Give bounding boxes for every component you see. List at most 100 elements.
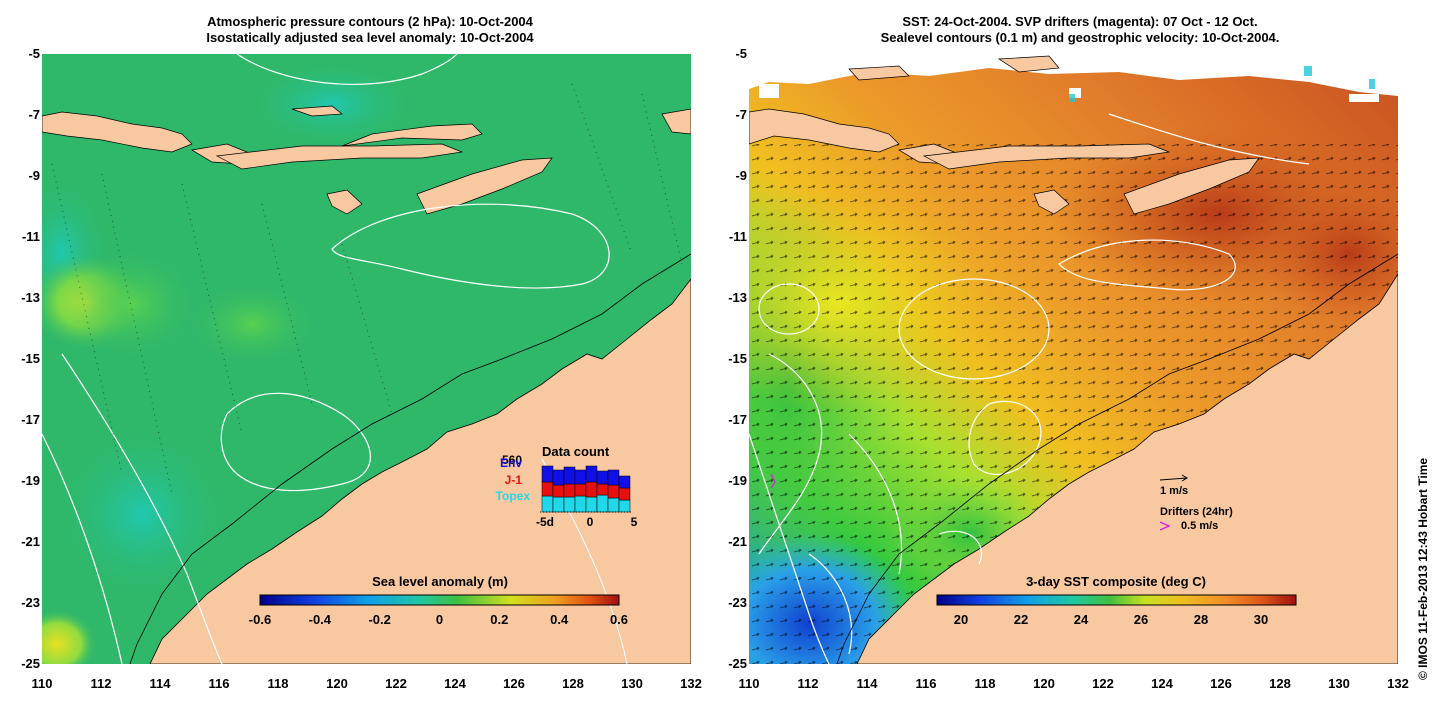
right-panel-title: SST: 24-Oct-2004. SVP drifters (magenta)… xyxy=(810,14,1350,46)
velocity-scale-label: 1 m/s xyxy=(1160,485,1188,497)
y-tick-label: -11 xyxy=(21,229,40,244)
histogram-bar xyxy=(541,481,554,497)
sea-level-anomaly-map[interactable]: Data count 560 Env J-1 Topex -5d 0 5 Sea… xyxy=(12,53,692,679)
data-count-max: 560 xyxy=(502,453,522,467)
colorbar-tick-label: -0.6 xyxy=(249,612,271,627)
histogram-bar xyxy=(585,481,598,498)
histogram-bar xyxy=(596,470,609,485)
colorbar-tick-label: 0.6 xyxy=(610,612,628,627)
legend-topex: Topex xyxy=(496,489,531,503)
histogram-bar xyxy=(618,487,631,501)
drifters-legend: Drifters (24hr) 0.5 m/s xyxy=(1159,506,1233,532)
x-tick-label: 120 xyxy=(1033,676,1055,691)
histogram-bar xyxy=(574,495,587,513)
y-tick-label: -19 xyxy=(728,473,747,488)
x-tick-label: 132 xyxy=(1387,676,1409,691)
copyright-notice: © IMOS 11-Feb-2013 12:43 Hobart Time xyxy=(1416,457,1430,680)
histogram-bar xyxy=(563,496,576,513)
colorbar-tick-label: 0.2 xyxy=(490,612,508,627)
y-tick-label: -5 xyxy=(28,46,40,61)
x-tick-label: 122 xyxy=(1092,676,1114,691)
y-tick-label: -21 xyxy=(728,534,747,549)
histogram-bar xyxy=(574,469,587,485)
y-tick-label: -7 xyxy=(735,107,747,122)
velocity-scale: 1 m/s xyxy=(1159,474,1188,497)
histogram-bar xyxy=(552,496,565,513)
histogram-bar xyxy=(563,483,576,498)
x-tick-label: 132 xyxy=(680,676,702,691)
data-count-xtick: 0 xyxy=(587,515,594,529)
colorbar-tick-label: 22 xyxy=(1014,612,1028,627)
sla-colorbar-title: Sea level anomaly (m) xyxy=(372,574,508,589)
histogram-bar xyxy=(552,469,565,486)
colorbar-tick-label: 30 xyxy=(1254,612,1268,627)
y-tick-label: -5 xyxy=(735,46,747,61)
x-tick-label: 126 xyxy=(1210,676,1232,691)
left-panel-title: Atmospheric pressure contours (2 hPa): 1… xyxy=(120,14,620,46)
y-tick-label: -13 xyxy=(728,290,747,305)
australia-landmass xyxy=(856,272,1399,665)
y-tick-label: -11 xyxy=(728,229,747,244)
left-title-line2: Isostatically adjusted sea level anomaly… xyxy=(206,30,534,45)
y-tick-label: -23 xyxy=(728,595,747,610)
data-count-histogram xyxy=(540,465,632,513)
x-tick-label: 118 xyxy=(974,676,996,691)
x-tick-label: 128 xyxy=(1269,676,1291,691)
right-title-line2: Sealevel contours (0.1 m) and geostrophi… xyxy=(880,30,1280,45)
x-tick-label: 130 xyxy=(621,676,643,691)
x-tick-label: 124 xyxy=(444,676,466,691)
data-count-xtick: -5d xyxy=(536,515,554,529)
histogram-bar xyxy=(585,465,598,483)
x-tick-label: 120 xyxy=(326,676,348,691)
histogram-bar xyxy=(607,497,620,513)
data-count-inset: Data count 560 Env J-1 Topex -5d 0 5 xyxy=(496,444,638,529)
histogram-bar xyxy=(585,496,598,513)
drifters-label: Drifters (24hr) xyxy=(1160,506,1233,518)
x-tick-label: 130 xyxy=(1328,676,1350,691)
y-tick-label: -13 xyxy=(21,290,40,305)
drifter-arrow-icon xyxy=(1159,521,1171,531)
x-tick-label: 114 xyxy=(149,676,171,691)
sst-colorbar: 3-day SST composite (deg C) 20 22 24 26 28 30 xyxy=(936,574,1297,627)
colorbar-tick-label: 28 xyxy=(1194,612,1208,627)
x-tick-label: 124 xyxy=(1151,676,1173,691)
drifter-track xyxy=(770,473,776,489)
legend-j1: J-1 xyxy=(505,473,523,487)
colorbar-tick-label: -0.2 xyxy=(368,612,390,627)
x-tick-label: 126 xyxy=(503,676,525,691)
y-tick-label: -15 xyxy=(21,351,40,366)
y-tick-label: -25 xyxy=(21,656,40,671)
colorbar-tick-label: 0 xyxy=(436,612,443,627)
y-tick-label: -19 xyxy=(21,473,40,488)
x-tick-label: 112 xyxy=(797,676,819,691)
histogram-bar xyxy=(596,483,609,496)
y-tick-label: -9 xyxy=(28,168,40,183)
sla-colorbar: Sea level anomaly (m) -0.6 -0.4 -0.2 0 0.2 0.… xyxy=(249,574,628,627)
x-tick-label: 110 xyxy=(31,676,53,691)
drifters-scale: 0.5 m/s xyxy=(1181,520,1218,532)
histogram-bar xyxy=(552,484,565,498)
colorbar-tick-label: 24 xyxy=(1074,612,1089,627)
right-title-line1: SST: 24-Oct-2004. SVP drifters (magenta)… xyxy=(902,14,1258,29)
colorbar-tick-label: 0.4 xyxy=(550,612,569,627)
histogram-bar xyxy=(596,494,609,513)
y-tick-label: -23 xyxy=(21,595,40,610)
x-tick-label: 116 xyxy=(915,676,937,691)
y-tick-label: -17 xyxy=(728,412,747,427)
colorbar-tick-label: 26 xyxy=(1134,612,1148,627)
x-tick-label: 116 xyxy=(208,676,230,691)
y-tick-label: -17 xyxy=(21,412,40,427)
left-title-line1: Atmospheric pressure contours (2 hPa): 1… xyxy=(207,14,533,29)
x-tick-label: 122 xyxy=(385,676,407,691)
histogram-bar xyxy=(574,483,587,497)
x-tick-label: 114 xyxy=(856,676,878,691)
data-count-title: Data count xyxy=(542,444,610,459)
sst-map[interactable]: 1 m/s Drifters (24hr) 0.5 m/s 3-day SST … xyxy=(669,54,1439,710)
histogram-bar xyxy=(607,484,620,499)
y-tick-label: -25 xyxy=(728,656,747,671)
colorbar-tick-label: -0.4 xyxy=(309,612,332,627)
histogram-bar xyxy=(563,466,576,485)
x-tick-label: 128 xyxy=(562,676,584,691)
data-count-xtick: 5 xyxy=(631,515,638,529)
australia-landmass xyxy=(149,277,692,665)
